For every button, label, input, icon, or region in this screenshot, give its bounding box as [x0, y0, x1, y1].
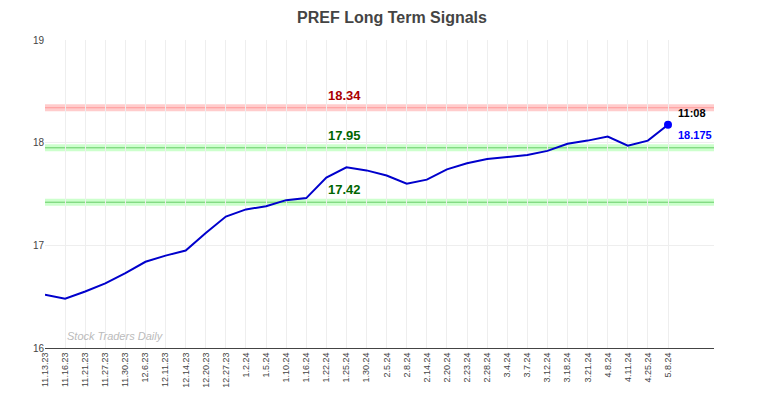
- svg-text:11.27.23: 11.27.23: [100, 353, 110, 387]
- svg-text:5.8.24: 5.8.24: [663, 353, 673, 378]
- svg-text:11:08: 11:08: [678, 107, 706, 119]
- svg-text:11.30.23: 11.30.23: [120, 353, 130, 387]
- svg-text:17.95: 17.95: [328, 128, 361, 143]
- svg-text:17: 17: [33, 240, 45, 251]
- svg-text:17.42: 17.42: [328, 182, 361, 197]
- svg-text:12.11.23: 12.11.23: [161, 353, 171, 387]
- svg-text:1.10.24: 1.10.24: [281, 353, 291, 383]
- svg-text:1.5.24: 1.5.24: [261, 353, 271, 378]
- svg-text:12.20.23: 12.20.23: [201, 353, 211, 388]
- svg-text:2.14.24: 2.14.24: [422, 353, 432, 383]
- svg-text:1.22.24: 1.22.24: [321, 353, 331, 383]
- svg-text:4.25.24: 4.25.24: [643, 353, 653, 383]
- svg-text:19: 19: [33, 35, 45, 46]
- svg-text:11.16.23: 11.16.23: [60, 353, 70, 387]
- svg-text:3.12.24: 3.12.24: [542, 353, 552, 383]
- svg-text:1.16.24: 1.16.24: [301, 353, 311, 383]
- svg-text:Stock Traders Daily: Stock Traders Daily: [67, 330, 164, 342]
- svg-text:4.8.24: 4.8.24: [603, 353, 613, 378]
- svg-text:18.175: 18.175: [678, 129, 712, 141]
- svg-text:2.20.24: 2.20.24: [442, 353, 452, 383]
- svg-text:3.7.24: 3.7.24: [522, 353, 532, 378]
- svg-text:1.2.24: 1.2.24: [241, 353, 251, 378]
- svg-text:2.5.24: 2.5.24: [382, 353, 392, 378]
- svg-text:1.30.24: 1.30.24: [361, 353, 371, 383]
- svg-text:11.21.23: 11.21.23: [80, 353, 90, 387]
- svg-text:3.21.24: 3.21.24: [583, 353, 593, 383]
- svg-text:16: 16: [33, 343, 45, 354]
- svg-text:3.18.24: 3.18.24: [562, 353, 572, 383]
- svg-text:2.28.24: 2.28.24: [482, 353, 492, 383]
- svg-text:11.13.23: 11.13.23: [40, 353, 50, 387]
- svg-text:1.25.24: 1.25.24: [341, 353, 351, 383]
- svg-text:PREF Long Term Signals: PREF Long Term Signals: [297, 9, 487, 26]
- svg-text:4.11.24: 4.11.24: [623, 353, 633, 382]
- svg-text:18: 18: [33, 137, 45, 148]
- svg-text:12.14.23: 12.14.23: [181, 353, 191, 388]
- svg-text:12.6.23: 12.6.23: [140, 353, 150, 383]
- svg-text:12.27.23: 12.27.23: [221, 353, 231, 388]
- svg-text:3.4.24: 3.4.24: [502, 353, 512, 378]
- svg-text:2.8.24: 2.8.24: [402, 353, 412, 378]
- svg-text:2.23.24: 2.23.24: [462, 353, 472, 383]
- svg-text:18.34: 18.34: [328, 88, 361, 103]
